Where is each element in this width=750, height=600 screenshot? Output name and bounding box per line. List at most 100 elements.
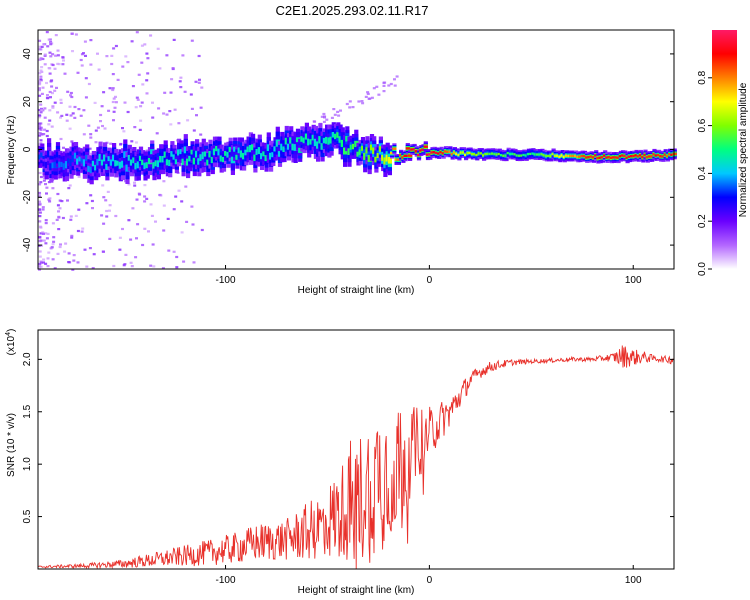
spectrogram-noise-cell [147, 230, 150, 233]
spectrogram-noise-cell [155, 132, 159, 135]
spectrogram-noise-cell [101, 184, 105, 187]
spectrogram-noise-cell [70, 32, 74, 35]
spectrogram-ridge-cell [410, 148, 415, 151]
spectrogram-noise-cell [190, 107, 194, 110]
spectrogram-ridge-cell [78, 156, 83, 162]
spectrogram-ridge-cell [129, 159, 135, 166]
spectrogram-noise-cell [70, 95, 74, 99]
spectrogram-noise-cell [68, 105, 72, 108]
spectrogram-noise-cell [130, 40, 134, 43]
spectrogram-noise-cell [90, 199, 94, 203]
spectrogram-noise-cell [106, 190, 110, 193]
spectrogram-ridge-cell [44, 161, 49, 169]
spectrogram-noise-cell [102, 250, 105, 253]
spectrogram-noise-cell [111, 73, 115, 76]
spectrogram-noise-cell [45, 129, 49, 133]
spectrogram-ridge-cell [309, 139, 314, 145]
spectrogram-ridge-cell [109, 159, 114, 166]
spectrogram-noise-cell [126, 110, 130, 114]
spectrogram-ridge-cell [573, 154, 579, 158]
spectrogram-noise-cell [90, 152, 94, 155]
spectrogram-noise-cell [192, 129, 196, 132]
spectrogram-noise-cell [40, 45, 44, 48]
spectrogram-noise-cell [39, 122, 43, 125]
spectrogram-noise-cell [48, 119, 52, 122]
spectrogram-ridge-cell [248, 145, 253, 153]
spectrogram-noise-cell [172, 208, 176, 211]
spectrogram-noise-cell [139, 105, 143, 108]
spectrogram-noise-cell [44, 183, 47, 186]
snr-x-axis: -100 0 100 [216, 565, 642, 586]
spectrogram-noise-cell [145, 52, 149, 55]
spectrogram-noise-cell [141, 83, 145, 86]
spectrogram-noise-cell [40, 66, 44, 69]
spectrogram-ridge-cell [551, 152, 556, 156]
spectrogram-noise-cell [118, 236, 122, 239]
spectrogram-noise-cell [370, 96, 374, 99]
spectrogram-noise-cell [47, 198, 51, 201]
spectrogram-noise-cell [135, 198, 139, 201]
spectrogram-ridge-cell [172, 154, 177, 160]
spectrogram-noise-cell [136, 98, 140, 101]
spectrogram-ridge-cell [244, 149, 249, 156]
spectrogram-ridge-cell [188, 155, 193, 162]
spectrogram-noise-cell [65, 119, 69, 122]
spectrogram-noise-cell [83, 40, 87, 43]
spectrogram-noise-cell [198, 78, 201, 81]
spectrogram-noise-cell [53, 267, 57, 270]
spectrogram-noise-cell [99, 113, 103, 117]
spectrogram-noise-cell [130, 140, 134, 143]
spectrogram-noise-cell [180, 231, 184, 234]
spectrogram-noise-cell [133, 126, 137, 129]
spectrogram-noise-cell [348, 100, 352, 103]
spectrogram-noise-cell [351, 106, 355, 109]
spectrogram-noise-cell [174, 195, 178, 198]
spectrogram-ridge-cell [316, 141, 321, 149]
spectrogram-ridge-cell [425, 153, 431, 156]
spectrogram-noise-cell [136, 223, 140, 226]
spectrogram-ridge-cell [434, 151, 440, 155]
spectrogram-ridge-cell [419, 149, 424, 152]
spectrogram-noise-cell [192, 261, 196, 264]
spectrogram-ridge-cell [636, 155, 641, 158]
spectrogram-ridge-cell [195, 150, 200, 158]
spectrogram-ridge-cell [589, 155, 594, 158]
spectrogram-noise-cell [339, 109, 342, 112]
spectrogram-noise-cell [190, 39, 194, 42]
spectrogram-noise-cell [44, 232, 48, 235]
spectrogram-noise-cell [151, 101, 154, 104]
spectrogram-noise-cell [56, 111, 60, 114]
spectrogram-noise-cell [89, 133, 93, 136]
spectrogram-noise-cell [67, 187, 71, 190]
spectrogram-ridge-cell [627, 155, 632, 158]
spectrogram-x-label: Height of straight line (km) [298, 285, 415, 296]
spectrogram-noise-cell [38, 80, 42, 83]
spectrogram-ridge-cell [284, 137, 289, 145]
spectrogram-ridge-cell [383, 157, 388, 165]
spectrogram-noise-cell [56, 252, 60, 255]
spectrogram-noise-cell [337, 114, 341, 117]
spectrogram-noise-cell [38, 48, 42, 51]
spectrogram-noise-cell [140, 101, 144, 104]
spectrogram-ridge-cell [345, 136, 350, 142]
spectrogram-noise-cell [61, 216, 65, 220]
spectrogram-ridge-cell [181, 158, 186, 166]
spectrogram-noise-cell [38, 211, 42, 214]
spectrogram-ridge-cell [273, 146, 278, 152]
colorbar-tick-label: 0.0 [697, 262, 708, 276]
spectrogram-noise-cell [143, 43, 147, 46]
spectrogram-noise-cell [145, 197, 149, 200]
spectrogram-ridge-cell [533, 153, 538, 156]
spectrogram-ridge-cell [594, 154, 599, 157]
spectrogram-noise-cell [51, 258, 55, 261]
spectrogram-noise-cell [357, 100, 361, 103]
spectrogram-noise-cell [38, 268, 41, 271]
spectrogram-noise-cell [112, 119, 115, 122]
spectrogram-ridge-cell [145, 162, 150, 169]
spectrogram-ridge-cell [549, 154, 554, 158]
spectrogram-noise-cell [152, 265, 156, 268]
spectrogram-ridge-cell [147, 158, 153, 165]
spectrogram-noise-cell [145, 79, 149, 82]
spectrogram-ridge-cell [103, 154, 108, 162]
spectrogram-noise-cell [168, 110, 172, 113]
